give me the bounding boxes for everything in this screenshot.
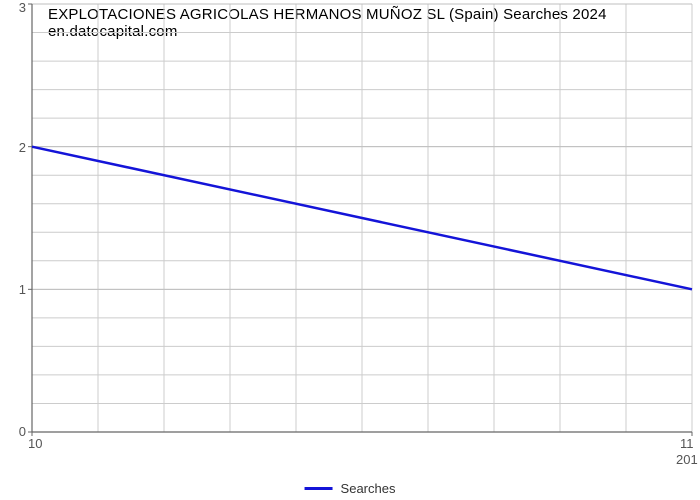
legend: Searches [305,481,396,496]
x-sub-201: 201 [676,452,698,467]
y-tick-3: 3 [6,0,26,15]
legend-swatch [305,487,333,490]
y-tick-1: 1 [6,282,26,297]
y-tick-2: 2 [6,140,26,155]
legend-label: Searches [341,481,396,496]
x-tick-10: 10 [28,436,42,451]
x-tick-11: 11 [680,436,694,451]
chart-container: EXPLOTACIONES AGRICOLAS HERMANOS MUÑOZ S… [0,0,700,500]
plot-area [32,4,692,432]
y-tick-0: 0 [6,424,26,439]
